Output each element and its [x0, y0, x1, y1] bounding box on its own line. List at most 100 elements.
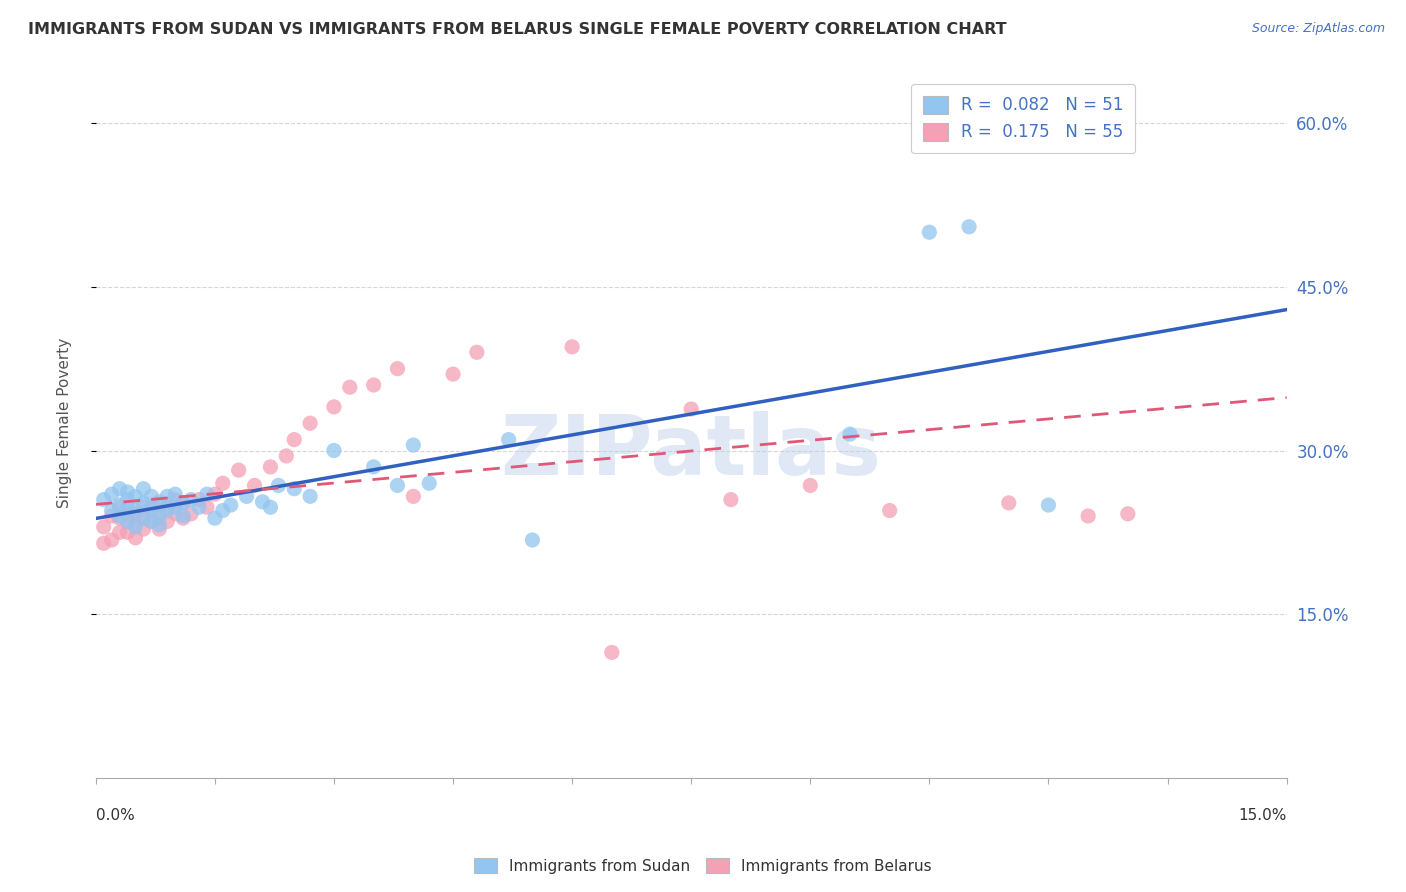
Point — [132, 496, 155, 510]
Point — [720, 492, 742, 507]
Point — [172, 511, 194, 525]
Point — [124, 517, 146, 532]
Point — [387, 361, 409, 376]
Point — [100, 533, 122, 547]
Point — [283, 482, 305, 496]
Point — [339, 380, 361, 394]
Point — [141, 500, 163, 515]
Point — [839, 427, 862, 442]
Legend: R =  0.082   N = 51, R =  0.175   N = 55: R = 0.082 N = 51, R = 0.175 N = 55 — [911, 84, 1136, 153]
Point — [148, 507, 170, 521]
Point — [188, 492, 211, 507]
Point — [117, 507, 139, 521]
Point — [132, 522, 155, 536]
Point — [600, 645, 623, 659]
Point — [156, 500, 179, 515]
Point — [180, 507, 202, 521]
Point — [172, 508, 194, 523]
Point — [918, 136, 941, 150]
Point — [299, 489, 322, 503]
Point — [165, 487, 187, 501]
Point — [283, 433, 305, 447]
Point — [957, 219, 980, 234]
Point — [172, 496, 194, 510]
Point — [235, 489, 257, 503]
Point — [141, 503, 163, 517]
Text: 15.0%: 15.0% — [1239, 808, 1286, 823]
Point — [141, 515, 163, 529]
Point — [124, 489, 146, 503]
Point — [117, 492, 139, 507]
Point — [165, 492, 187, 507]
Point — [93, 536, 115, 550]
Point — [211, 476, 233, 491]
Point — [195, 487, 218, 501]
Point — [93, 520, 115, 534]
Point — [124, 531, 146, 545]
Point — [522, 533, 544, 547]
Point — [100, 503, 122, 517]
Point — [148, 511, 170, 525]
Point — [108, 498, 131, 512]
Point — [132, 511, 155, 525]
Point — [252, 495, 274, 509]
Point — [561, 340, 583, 354]
Point — [124, 507, 146, 521]
Point — [259, 500, 281, 515]
Point — [117, 500, 139, 515]
Point — [156, 503, 179, 517]
Point — [188, 500, 211, 515]
Y-axis label: Single Female Poverty: Single Female Poverty — [58, 338, 72, 508]
Point — [108, 500, 131, 515]
Point — [156, 489, 179, 503]
Point — [156, 515, 179, 529]
Point — [132, 500, 155, 515]
Text: IMMIGRANTS FROM SUDAN VS IMMIGRANTS FROM BELARUS SINGLE FEMALE POVERTY CORRELATI: IMMIGRANTS FROM SUDAN VS IMMIGRANTS FROM… — [28, 22, 1007, 37]
Point — [165, 500, 187, 515]
Text: Source: ZipAtlas.com: Source: ZipAtlas.com — [1251, 22, 1385, 36]
Point — [363, 459, 385, 474]
Point — [465, 345, 488, 359]
Legend: Immigrants from Sudan, Immigrants from Belarus: Immigrants from Sudan, Immigrants from B… — [468, 852, 938, 880]
Point — [402, 489, 425, 503]
Point — [100, 508, 122, 523]
Point — [418, 476, 440, 491]
Point — [402, 438, 425, 452]
Point — [117, 515, 139, 529]
Point — [124, 520, 146, 534]
Point — [211, 503, 233, 517]
Point — [323, 400, 346, 414]
Point — [267, 478, 290, 492]
Point — [918, 225, 941, 239]
Point — [387, 478, 409, 492]
Point — [93, 492, 115, 507]
Point — [363, 378, 385, 392]
Text: 0.0%: 0.0% — [96, 808, 135, 823]
Point — [100, 487, 122, 501]
Point — [148, 522, 170, 536]
Point — [204, 511, 226, 525]
Point — [132, 511, 155, 525]
Point — [1038, 498, 1060, 512]
Point — [148, 498, 170, 512]
Text: ZIPatlas: ZIPatlas — [501, 411, 882, 492]
Point — [180, 492, 202, 507]
Point — [323, 443, 346, 458]
Point — [148, 517, 170, 532]
Point — [799, 478, 821, 492]
Point — [276, 449, 298, 463]
Point — [141, 489, 163, 503]
Point — [243, 478, 266, 492]
Point — [498, 433, 520, 447]
Point — [172, 496, 194, 510]
Point — [141, 515, 163, 529]
Point — [997, 496, 1019, 510]
Point — [117, 485, 139, 500]
Point — [108, 508, 131, 523]
Point — [1116, 507, 1139, 521]
Point — [681, 402, 703, 417]
Point — [1077, 508, 1099, 523]
Point — [108, 511, 131, 525]
Point — [879, 503, 901, 517]
Point — [441, 367, 464, 381]
